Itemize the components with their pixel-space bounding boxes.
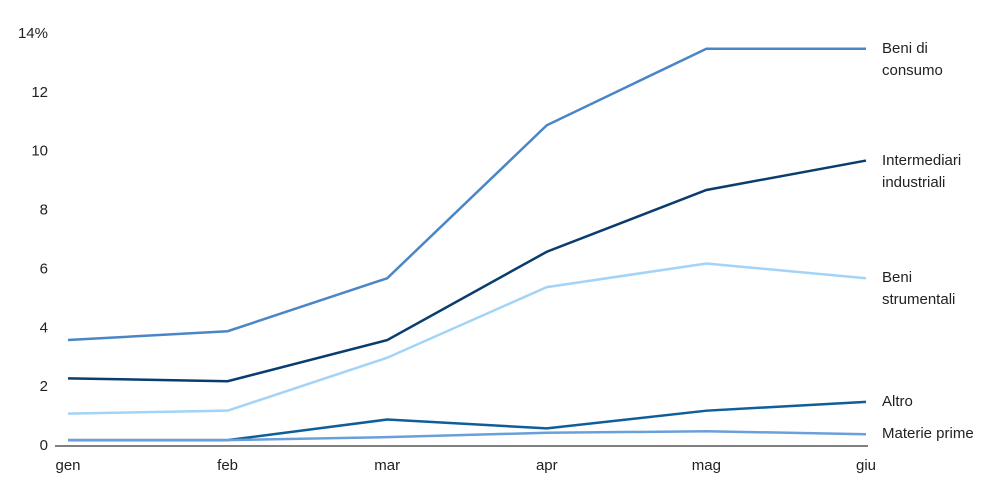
series-label: Beni strumentali — [882, 269, 956, 309]
series-line — [67, 262, 867, 415]
series-line — [68, 430, 867, 442]
series-label: Beni di consumo — [882, 39, 943, 79]
y-tick-label: 10 — [31, 143, 48, 160]
y-tick-label: 14% — [18, 25, 48, 42]
x-tick-label: giu — [856, 457, 876, 474]
y-tick-label: 2 — [40, 378, 48, 395]
y-tick-label: 8 — [40, 202, 48, 219]
y-tick-label: 6 — [40, 260, 48, 277]
x-tick-label: feb — [217, 457, 238, 474]
y-tick-label: 4 — [40, 319, 48, 336]
x-tick-label: mar — [374, 457, 400, 474]
series-line — [67, 159, 867, 383]
x-tick-label: gen — [55, 457, 80, 474]
x-tick-label: apr — [536, 457, 558, 474]
series-line — [67, 47, 866, 342]
x-tick-label: mag — [692, 457, 721, 474]
series-label: Intermediari industriali — [882, 151, 962, 191]
series-label: Materie prime — [882, 425, 974, 443]
y-tick-label: 0 — [40, 437, 48, 454]
y-tick-label: 12 — [31, 84, 48, 101]
series-label: Altro — [882, 392, 913, 410]
